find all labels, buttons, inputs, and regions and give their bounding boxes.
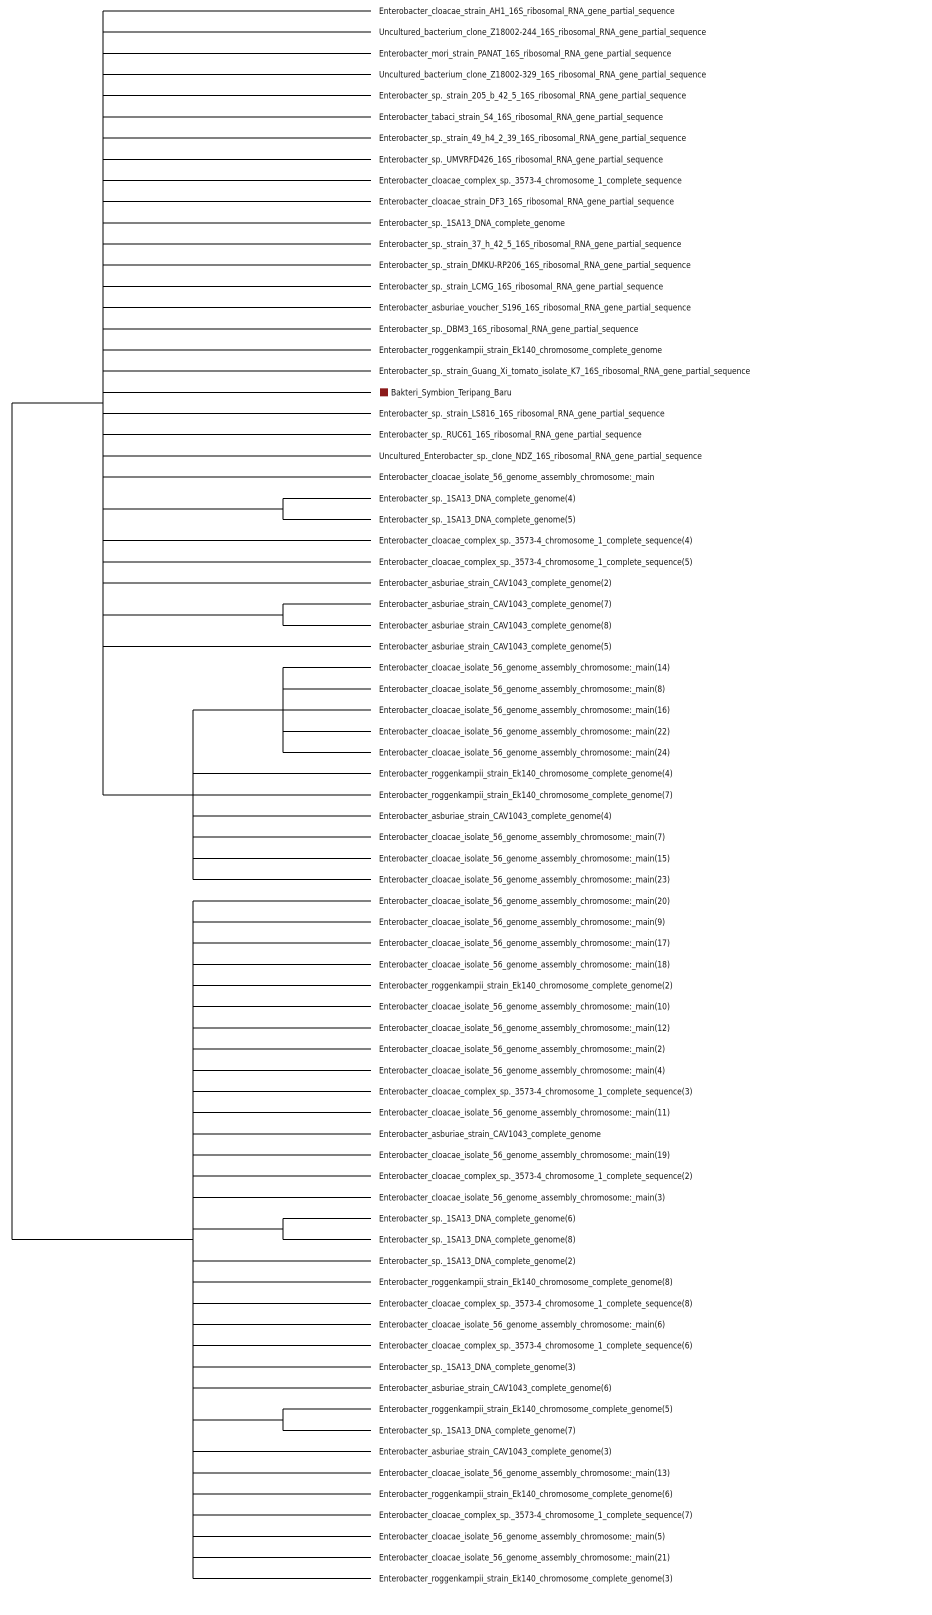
- leaf-label: Enterobacter_sp._1SA13_DNA_complete_geno…: [379, 1362, 576, 1372]
- leaf-label: Enterobacter_roggenkampii_strain_Ek140_c…: [379, 1489, 673, 1499]
- leaf-label: Enterobacter_sp._1SA13_DNA_complete_geno…: [379, 514, 576, 524]
- leaf-label: Enterobacter_asburiae_strain_CAV1043_com…: [379, 599, 612, 609]
- leaf-label: Enterobacter_roggenkampii_strain_Ek140_c…: [379, 345, 662, 355]
- leaf-label: Enterobacter_sp._strain_205_b_42_5_16S_r…: [379, 91, 687, 101]
- leaf-label: Enterobacter_asburiae_strain_CAV1043_com…: [379, 1129, 601, 1139]
- leaf-label: Enterobacter_cloacae_strain_DF3_16S_ribo…: [379, 197, 674, 207]
- leaf-label: Enterobacter_cloacae_isolate_56_genome_a…: [379, 1192, 665, 1202]
- leaf-label: Uncultured_Enterobacter_sp._clone_NDZ_16…: [379, 451, 702, 461]
- leaf-label: Enterobacter_cloacae_isolate_56_genome_a…: [379, 472, 655, 482]
- leaf-label: Enterobacter_cloacae_isolate_56_genome_a…: [379, 896, 670, 906]
- leaf-label: Uncultured_bacterium_clone_Z18002-329_16…: [379, 70, 707, 80]
- leaf-label: Enterobacter_roggenkampii_strain_Ek140_c…: [379, 1404, 673, 1414]
- tree-leaf-labels: Enterobacter_cloacae_strain_AH1_16S_ribo…: [379, 6, 751, 1584]
- leaf-label: Enterobacter_cloacae_isolate_56_genome_a…: [379, 1065, 665, 1075]
- leaf-label: Enterobacter_sp._strain_LCMG_16S_ribosom…: [379, 281, 663, 291]
- leaf-label: Enterobacter_sp._1SA13_DNA_complete_geno…: [379, 493, 576, 503]
- leaf-label: Enterobacter_sp._strain_LS816_16S_riboso…: [379, 409, 665, 419]
- leaf-label: Enterobacter_cloacae_isolate_56_genome_a…: [379, 1044, 665, 1054]
- leaf-label: Enterobacter_sp._1SA13_DNA_complete_geno…: [379, 218, 565, 228]
- leaf-label: Enterobacter_asburiae_strain_CAV1043_com…: [379, 1383, 612, 1393]
- leaf-label: Enterobacter_roggenkampii_strain_Ek140_c…: [379, 981, 673, 991]
- query-leaf-label: Bakteri_Symbion_Teripang_Baru: [391, 387, 512, 397]
- leaf-label: Enterobacter_roggenkampii_strain_Ek140_c…: [379, 1277, 673, 1287]
- leaf-label: Uncultured_bacterium_clone_Z18002-244_16…: [379, 27, 707, 37]
- leaf-label: Enterobacter_sp._strain_49_h4_2_39_16S_r…: [379, 133, 686, 143]
- leaf-label: Enterobacter_cloacae_complex_sp._3573-4_…: [379, 1086, 693, 1096]
- leaf-label: Enterobacter_roggenkampii_strain_Ek140_c…: [379, 1574, 673, 1584]
- leaf-label: Enterobacter_cloacae_complex_sp._3573-4_…: [379, 557, 693, 567]
- leaf-label: Enterobacter_asburiae_strain_CAV1043_com…: [379, 811, 612, 821]
- leaf-label: Enterobacter_roggenkampii_strain_Ek140_c…: [379, 769, 673, 779]
- leaf-label: Enterobacter_cloacae_isolate_56_genome_a…: [379, 875, 670, 885]
- leaf-label: Enterobacter_cloacae_isolate_56_genome_a…: [379, 1531, 665, 1541]
- leaf-label: Enterobacter_cloacae_complex_sp._3573-4_…: [379, 1171, 693, 1181]
- leaf-label: Enterobacter_tabaci_strain_S4_16S_riboso…: [379, 112, 663, 122]
- leaf-label: Enterobacter_asburiae_strain_CAV1043_com…: [379, 578, 612, 588]
- leaf-label: Enterobacter_sp._DBM3_16S_ribosomal_RNA_…: [379, 324, 639, 334]
- leaf-label: Enterobacter_sp._1SA13_DNA_complete_geno…: [379, 1235, 576, 1245]
- leaf-label: Enterobacter_cloacae_complex_sp._3573-4_…: [379, 536, 693, 546]
- leaf-label: Enterobacter_cloacae_isolate_56_genome_a…: [379, 1002, 670, 1012]
- leaf-label: Enterobacter_asburiae_strain_CAV1043_com…: [379, 620, 612, 630]
- leaf-label: Enterobacter_cloacae_isolate_56_genome_a…: [379, 747, 670, 757]
- query-sample-marker: [380, 388, 388, 397]
- leaf-label: Enterobacter_mori_strain_PANAT_16S_ribos…: [379, 48, 672, 58]
- leaf-label: Enterobacter_cloacae_isolate_56_genome_a…: [379, 917, 665, 927]
- leaf-label: Enterobacter_asburiae_voucher_S196_16S_r…: [379, 303, 691, 313]
- leaf-label: Enterobacter_sp._strain_Guang_Xi_tomato_…: [379, 366, 751, 376]
- leaf-label: Enterobacter_cloacae_isolate_56_genome_a…: [379, 1468, 670, 1478]
- leaf-label: Enterobacter_asburiae_strain_CAV1043_com…: [379, 642, 612, 652]
- leaf-label: Enterobacter_cloacae_isolate_56_genome_a…: [379, 705, 670, 715]
- leaf-label: Enterobacter_sp._RUC61_16S_ribosomal_RNA…: [379, 430, 642, 440]
- leaf-label: Enterobacter_roggenkampii_strain_Ek140_c…: [379, 790, 673, 800]
- leaf-label: Enterobacter_cloacae_isolate_56_genome_a…: [379, 663, 670, 673]
- leaf-label: Enterobacter_sp._UMVRFD426_16S_ribosomal…: [379, 154, 663, 164]
- leaf-label: Enterobacter_cloacae_strain_AH1_16S_ribo…: [379, 6, 675, 16]
- leaf-label: Enterobacter_sp._1SA13_DNA_complete_geno…: [379, 1214, 576, 1224]
- leaf-label: Enterobacter_cloacae_isolate_56_genome_a…: [379, 1553, 670, 1563]
- leaf-label: Enterobacter_cloacae_isolate_56_genome_a…: [379, 853, 670, 863]
- leaf-label: Enterobacter_cloacae_isolate_56_genome_a…: [379, 1023, 670, 1033]
- leaf-label: Enterobacter_cloacae_isolate_56_genome_a…: [379, 1319, 665, 1329]
- leaf-label: Enterobacter_sp._1SA13_DNA_complete_geno…: [379, 1425, 576, 1435]
- leaf-label: Enterobacter_sp._strain_DMKU-RP206_16S_r…: [379, 260, 691, 270]
- leaf-label: Enterobacter_cloacae_isolate_56_genome_a…: [379, 832, 665, 842]
- leaf-label: Enterobacter_sp._strain_37_h_42_5_16S_ri…: [379, 239, 682, 249]
- tree-branches: [11, 10, 371, 1580]
- leaf-label: Enterobacter_cloacae_isolate_56_genome_a…: [379, 959, 670, 969]
- leaf-label: Enterobacter_asburiae_strain_CAV1043_com…: [379, 1447, 612, 1457]
- leaf-label: Enterobacter_cloacae_isolate_56_genome_a…: [379, 684, 665, 694]
- leaf-label: Enterobacter_cloacae_complex_sp._3573-4_…: [379, 1298, 693, 1308]
- leaf-label: Enterobacter_sp._1SA13_DNA_complete_geno…: [379, 1256, 576, 1266]
- leaf-label: Enterobacter_cloacae_isolate_56_genome_a…: [379, 938, 670, 948]
- leaf-label: Enterobacter_cloacae_complex_sp._3573-4_…: [379, 175, 682, 185]
- leaf-label: Enterobacter_cloacae_complex_sp._3573-4_…: [379, 1510, 693, 1520]
- leaf-label: Enterobacter_cloacae_isolate_56_genome_a…: [379, 1150, 670, 1160]
- leaf-label: Enterobacter_cloacae_isolate_56_genome_a…: [379, 726, 670, 736]
- leaf-label: Enterobacter_cloacae_complex_sp._3573-4_…: [379, 1341, 693, 1351]
- leaf-label: Enterobacter_cloacae_isolate_56_genome_a…: [379, 1108, 670, 1118]
